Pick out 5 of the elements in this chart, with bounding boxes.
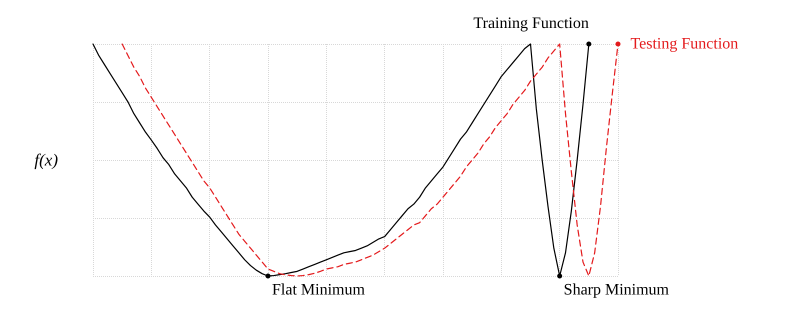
text: Flat Minimum	[272, 282, 366, 298]
text: Sharp Minimum	[564, 282, 670, 298]
series-label: Training Function	[473, 15, 589, 32]
series-label: Testing Function	[630, 36, 738, 52]
y-axis-title: f(x)	[34, 150, 58, 170]
